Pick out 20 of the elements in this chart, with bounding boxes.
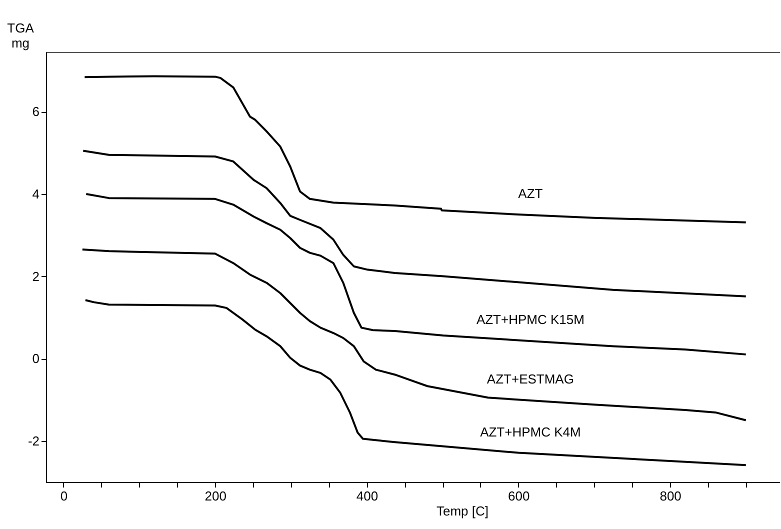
y-axis-title: TGA mg [7,20,34,50]
series-label: AZT [518,186,543,202]
x-tick-label: 400 [356,488,378,504]
y-tick-label: 4 [32,186,40,202]
x-tick-label: 800 [660,488,682,504]
y-tick-label: -2 [28,433,40,448]
series-label: AZT+HPMC K4M [480,424,581,440]
x-tick-label: 600 [508,488,530,504]
x-axis-title: Temp [C] [436,504,489,518]
y-tick-label: 0 [32,351,40,366]
line-series [84,299,747,466]
line-series [82,150,747,298]
x-tick-label: 0 [60,488,68,504]
series-label: AZT+HPMC K15M [476,312,584,327]
series-label: AZT+ESTMAG [486,371,574,386]
line-series [84,75,747,224]
y-tick-label: 6 [32,104,40,120]
line-series [81,248,747,422]
x-tick-label: 200 [204,488,226,504]
y-tick-label: 2 [32,268,40,284]
